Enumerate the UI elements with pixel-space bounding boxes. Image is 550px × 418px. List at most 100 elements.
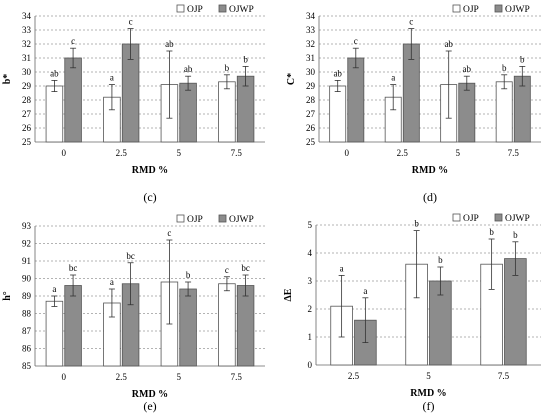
x-axis-title: RMD %: [132, 165, 168, 176]
y-tick-label: 28: [22, 95, 32, 105]
significance-label: c: [129, 17, 133, 27]
legend-label-ojwp: OJWP: [505, 5, 530, 15]
bar-ojwp-0: [64, 57, 82, 143]
y-axis-title: C*: [286, 73, 297, 85]
significance-label: c: [409, 17, 413, 27]
chart-panel-c: 25 26 27 28 29 30 31 32 33 34 ab c 0 a c 2.5 ab ab 5 b b 7.5 R…: [0, 0, 275, 209]
significance-label: a: [52, 284, 56, 294]
bar-ojwp-0: [64, 285, 82, 367]
x-tick-label: 7.5: [498, 371, 510, 381]
chart-panel-f: 0 1 2 3 4 5 a a 2.5 b b 5 b b 7.5 RMD % ΔE OJP OJWP (f): [275, 209, 550, 418]
x-tick-label: 7.5: [508, 148, 520, 158]
significance-label: bc: [69, 263, 78, 273]
y-tick-label: 33: [22, 25, 32, 35]
panel-caption: (e): [143, 399, 156, 413]
significance-label: a: [110, 277, 114, 287]
x-axis-title: RMD %: [410, 388, 446, 399]
y-axis-title: b*: [2, 74, 13, 85]
y-tick-label: 26: [22, 123, 32, 133]
significance-label: a: [110, 73, 114, 83]
x-tick-label: 5: [177, 148, 182, 158]
significance-label: b: [186, 270, 191, 280]
bar-ojp-0: [45, 85, 64, 143]
y-tick-label: 33: [306, 25, 316, 35]
y-tick-label: 86: [22, 344, 32, 354]
y-tick-label: 1: [308, 332, 313, 342]
legend-swatch-ojwp: [218, 214, 227, 223]
y-axis-title: h°: [2, 291, 13, 301]
x-tick-label: 7.5: [231, 148, 243, 158]
legend-swatch-ojp: [452, 4, 461, 13]
significance-label: c: [225, 265, 229, 275]
significance-label: c: [167, 228, 171, 238]
x-tick-label: 2.5: [348, 371, 360, 381]
significance-label: b: [243, 54, 248, 64]
x-tick-label: 0: [62, 148, 67, 158]
significance-label: ab: [184, 64, 193, 74]
y-tick-label: 89: [22, 291, 32, 301]
x-tick-label: 2.5: [116, 372, 128, 382]
chart-panel-e: 85 86 87 88 89 90 91 92 93 a bc 0 a bc 2.5 c b 5 c bc 7.5 RMD…: [0, 209, 275, 418]
x-tick-label: 5: [177, 372, 182, 382]
significance-label: ab: [333, 68, 342, 78]
x-axis-title: RMD %: [412, 165, 448, 176]
chart-svg-d: 25 26 27 28 29 30 31 32 33 34 ab c 0 a c 2.5 ab ab 5 b b 7.5 R…: [286, 4, 541, 204]
y-tick-label: 31: [306, 53, 315, 63]
y-tick-label: 34: [306, 11, 316, 21]
legend-label-ojwp: OJWP: [505, 214, 530, 224]
significance-label: b: [502, 63, 507, 73]
legend-swatch-ojp: [176, 4, 185, 13]
significance-label: a: [391, 73, 395, 83]
x-tick-label: 2.5: [116, 148, 128, 158]
significance-label: b: [520, 54, 525, 64]
significance-label: bc: [126, 251, 135, 261]
chart-svg-c: 25 26 27 28 29 30 31 32 33 34 ab c 0 a c 2.5 ab ab 5 b b 7.5 R…: [2, 4, 265, 204]
x-tick-label: 0: [345, 148, 350, 158]
bar-ojwp-5: [458, 82, 476, 143]
bar-ojp-0: [329, 85, 347, 143]
x-tick-label: 2.5: [397, 148, 409, 158]
y-tick-label: 32: [306, 39, 315, 49]
chart-svg-e: 85 86 87 88 89 90 91 92 93 a bc 0 a bc 2.5 c b 5 c bc 7.5 RMD…: [2, 214, 265, 413]
legend-swatch-ojp: [452, 213, 461, 222]
significance-label: a: [340, 263, 344, 273]
x-tick-label: 5: [456, 148, 461, 158]
legend-swatch-ojwp: [494, 4, 503, 13]
x-tick-label: 0: [62, 372, 67, 382]
legend-label-ojwp: OJWP: [229, 215, 254, 225]
bar-ojp-7.5: [495, 81, 513, 143]
legend-swatch-ojwp: [218, 4, 227, 13]
y-tick-label: 91: [22, 256, 31, 266]
x-tick-label: 7.5: [231, 372, 243, 382]
panel-caption: (d): [423, 190, 437, 204]
y-tick-label: 30: [22, 67, 32, 77]
bar-ojwp-5: [179, 82, 197, 143]
y-tick-label: 25: [306, 137, 316, 147]
y-tick-label: 88: [22, 309, 32, 319]
y-tick-label: 32: [22, 39, 31, 49]
significance-label: b: [489, 227, 494, 237]
panel-caption: (f): [423, 399, 435, 413]
y-tick-label: 25: [22, 137, 32, 147]
significance-label: ab: [463, 64, 472, 74]
y-tick-label: 31: [22, 53, 31, 63]
y-tick-label: 0: [308, 360, 313, 370]
bar-ojp-7.5: [218, 283, 236, 367]
significance-label: c: [71, 36, 75, 46]
chart-svg-f: 0 1 2 3 4 5 a a 2.5 b b 5 b b 7.5 RMD % ΔE OJP OJWP (f): [283, 213, 541, 413]
significance-label: c: [354, 36, 358, 46]
legend-swatch-ojwp: [494, 213, 503, 222]
y-tick-label: 5: [308, 220, 313, 230]
bar-ojwp-0: [347, 57, 365, 143]
legend-label-ojp: OJP: [187, 215, 203, 225]
significance-label: ab: [165, 39, 174, 49]
significance-label: bc: [241, 263, 250, 273]
y-tick-label: 29: [306, 81, 316, 91]
significance-label: b: [513, 230, 518, 240]
y-tick-label: 30: [306, 67, 316, 77]
chart-panel-d: 25 26 27 28 29 30 31 32 33 34 ab c 0 a c 2.5 ab ab 5 b b 7.5 R…: [275, 0, 550, 209]
significance-label: a: [363, 286, 367, 296]
y-tick-label: 93: [22, 221, 32, 231]
y-tick-label: 90: [22, 274, 32, 284]
bar-ojwp-7.5: [236, 285, 255, 367]
